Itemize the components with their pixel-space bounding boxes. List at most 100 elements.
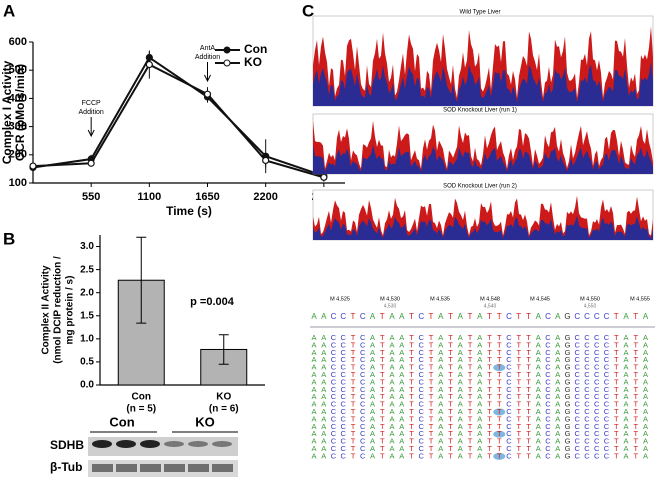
base: T — [614, 355, 619, 364]
base: A — [321, 333, 326, 342]
base: C — [545, 363, 551, 372]
base: A — [458, 377, 463, 386]
base: A — [438, 348, 443, 357]
base: T — [497, 400, 502, 409]
base: A — [389, 407, 394, 416]
base: T — [351, 407, 356, 416]
base: T — [380, 451, 385, 460]
base: A — [321, 355, 326, 364]
base: T — [351, 400, 356, 409]
base: A — [311, 429, 316, 438]
base: C — [604, 407, 610, 416]
base: C — [331, 444, 337, 453]
base: A — [477, 400, 482, 409]
base: C — [331, 451, 337, 460]
base: A — [555, 312, 561, 321]
base: C — [331, 429, 337, 438]
base: T — [409, 400, 414, 409]
base: A — [370, 370, 375, 379]
base: A — [389, 312, 395, 321]
base: T — [468, 422, 473, 431]
base: C — [584, 451, 590, 460]
base: C — [584, 355, 590, 364]
base: C — [331, 422, 337, 431]
base: A — [389, 429, 394, 438]
base: C — [545, 414, 551, 423]
base: C — [418, 312, 424, 321]
y-tick-label: 0.0 — [80, 380, 94, 391]
base: C — [360, 407, 366, 416]
base: C — [331, 400, 337, 409]
base: A — [643, 400, 648, 409]
base: T — [526, 355, 531, 364]
base: A — [399, 363, 404, 372]
base: A — [321, 444, 326, 453]
base: A — [555, 429, 560, 438]
base: C — [594, 377, 600, 386]
blot-band — [92, 440, 112, 448]
base: T — [614, 422, 619, 431]
base: C — [506, 348, 512, 357]
base: A — [399, 400, 404, 409]
base: A — [389, 333, 394, 342]
base: A — [477, 340, 482, 349]
base: C — [419, 422, 425, 431]
base: A — [438, 363, 443, 372]
base: C — [545, 422, 551, 431]
position-sublabel: 4,540 — [484, 303, 497, 309]
base: C — [360, 451, 366, 460]
base: A — [321, 370, 326, 379]
base: C — [594, 348, 600, 357]
position-label: M 4,525 — [330, 296, 350, 302]
base: C — [341, 400, 347, 409]
x-tick-label: 2200 — [253, 191, 277, 203]
base: G — [565, 392, 571, 401]
position-label: M 4,530 — [380, 296, 400, 302]
blot-band — [140, 464, 161, 472]
base: A — [623, 377, 628, 386]
base: T — [487, 422, 492, 431]
base: A — [536, 407, 541, 416]
base: G — [565, 451, 571, 460]
base: T — [633, 340, 638, 349]
base: C — [575, 451, 581, 460]
base: C — [360, 363, 366, 372]
base: A — [555, 392, 560, 401]
base: T — [448, 414, 453, 423]
y-tick-label: 2.5 — [80, 264, 94, 275]
base: C — [341, 377, 347, 386]
base: A — [536, 392, 541, 401]
base: A — [643, 451, 648, 460]
base: A — [536, 385, 541, 394]
annotation: FCCP — [82, 100, 101, 107]
base: A — [438, 392, 443, 401]
base: A — [643, 370, 648, 379]
base: T — [614, 348, 619, 357]
base: A — [311, 370, 316, 379]
base: T — [614, 392, 619, 401]
base: T — [526, 348, 531, 357]
x-tick-label: 1650 — [195, 191, 219, 203]
base: A — [370, 340, 375, 349]
base: A — [389, 355, 394, 364]
base: A — [321, 363, 326, 372]
base: C — [506, 437, 512, 446]
base: T — [633, 429, 638, 438]
base: A — [399, 429, 404, 438]
base: C — [604, 422, 610, 431]
base: A — [458, 385, 463, 394]
base: A — [399, 451, 404, 460]
base: A — [555, 437, 560, 446]
base: T — [487, 437, 492, 446]
base: C — [341, 429, 347, 438]
y-tick-label: 300 — [9, 121, 27, 133]
base: C — [604, 370, 610, 379]
base: C — [341, 363, 347, 372]
base: T — [516, 363, 521, 372]
coverage-blue — [313, 144, 653, 174]
base: A — [623, 429, 628, 438]
base: A — [321, 392, 326, 401]
coverage-blue — [313, 215, 653, 240]
base: T — [526, 333, 531, 342]
base: C — [575, 385, 581, 394]
